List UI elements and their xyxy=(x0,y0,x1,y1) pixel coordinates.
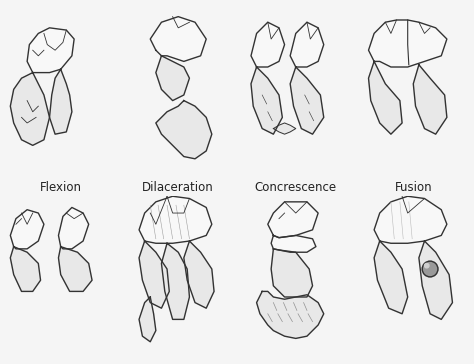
Polygon shape xyxy=(368,62,402,134)
Polygon shape xyxy=(413,65,447,134)
Polygon shape xyxy=(184,241,214,308)
Polygon shape xyxy=(156,56,190,100)
Polygon shape xyxy=(256,292,324,339)
Text: Concrescence: Concrescence xyxy=(255,181,337,194)
Polygon shape xyxy=(58,207,89,249)
Text: Fusion: Fusion xyxy=(394,181,432,194)
Polygon shape xyxy=(139,297,156,342)
Polygon shape xyxy=(10,247,41,292)
Polygon shape xyxy=(49,69,72,134)
Polygon shape xyxy=(139,196,212,243)
Text: Flexion: Flexion xyxy=(40,181,82,194)
Polygon shape xyxy=(374,196,447,243)
Polygon shape xyxy=(290,67,324,134)
Circle shape xyxy=(422,261,438,277)
Polygon shape xyxy=(374,241,408,314)
Polygon shape xyxy=(368,20,447,67)
Polygon shape xyxy=(251,67,283,134)
Text: Dilaceration: Dilaceration xyxy=(142,181,214,194)
Polygon shape xyxy=(156,100,212,159)
Polygon shape xyxy=(162,243,190,319)
Polygon shape xyxy=(27,28,74,72)
Polygon shape xyxy=(251,22,284,67)
Polygon shape xyxy=(150,17,206,62)
Polygon shape xyxy=(271,236,316,252)
Polygon shape xyxy=(268,202,318,238)
Polygon shape xyxy=(139,241,169,308)
Circle shape xyxy=(425,264,429,268)
Polygon shape xyxy=(271,249,312,297)
Polygon shape xyxy=(273,123,296,134)
Polygon shape xyxy=(58,247,92,292)
Polygon shape xyxy=(10,210,44,249)
Polygon shape xyxy=(290,22,324,67)
Polygon shape xyxy=(419,241,453,319)
Polygon shape xyxy=(10,72,49,145)
